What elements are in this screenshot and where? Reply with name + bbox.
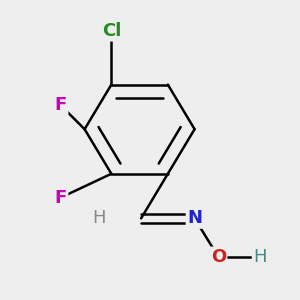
Text: F: F (55, 189, 67, 207)
Text: N: N (187, 209, 202, 227)
Text: Cl: Cl (102, 22, 121, 40)
Text: H: H (253, 248, 267, 266)
Text: F: F (55, 96, 67, 114)
Text: O: O (211, 248, 226, 266)
Text: H: H (93, 209, 106, 227)
